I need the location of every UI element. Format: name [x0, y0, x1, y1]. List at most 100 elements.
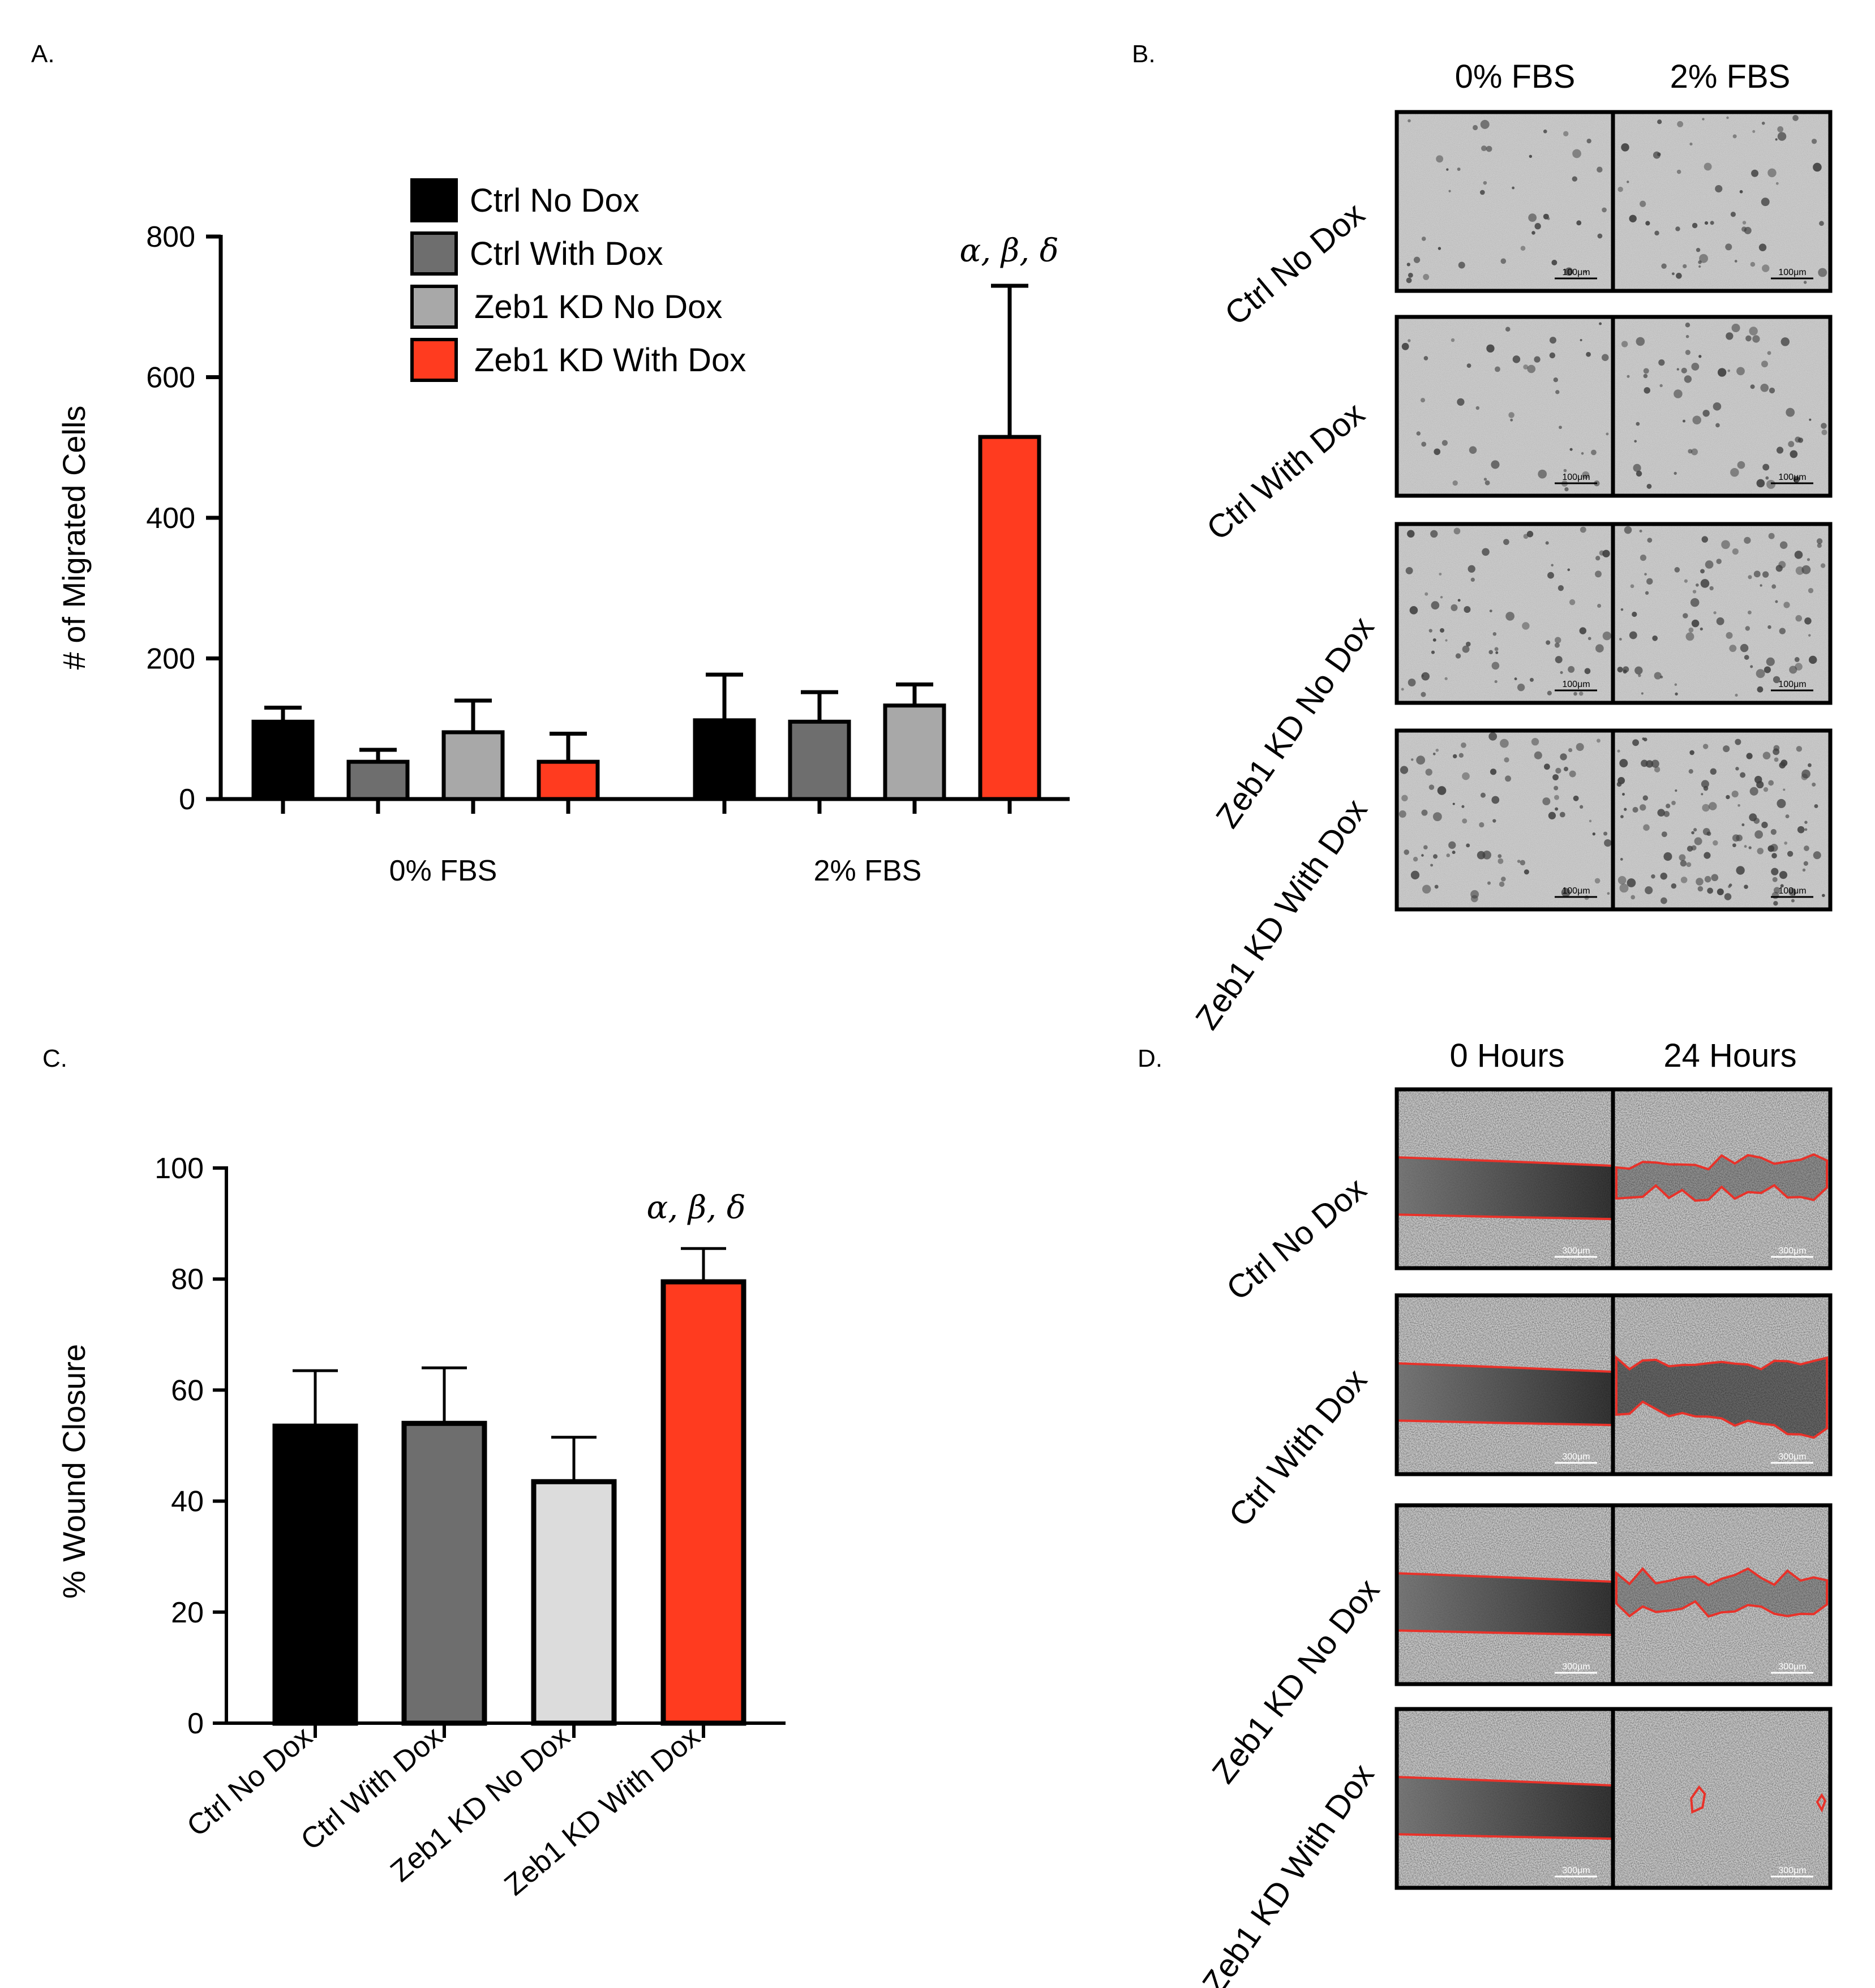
migrated-cell	[1771, 584, 1777, 589]
migrated-cell	[1787, 851, 1794, 857]
migrated-cell	[1572, 149, 1581, 158]
bars	[272, 1247, 746, 1738]
migrated-cell	[1661, 897, 1667, 904]
migrated-cell	[1771, 853, 1777, 858]
migrated-cell	[1749, 327, 1758, 336]
migrated-cell	[1480, 792, 1486, 798]
migrated-cell	[1563, 766, 1569, 771]
migrated-cell	[1793, 476, 1800, 483]
migrated-cell	[1630, 584, 1634, 589]
migrated-cell	[1671, 883, 1677, 889]
migrated-cell	[1779, 871, 1788, 879]
migrated-cell	[1405, 566, 1413, 574]
migrated-cell	[1808, 655, 1817, 664]
migrated-cell	[1624, 526, 1632, 534]
bar-ctrl-no-dox-0-fbs	[251, 719, 315, 801]
migrated-cell	[1784, 841, 1788, 845]
migrated-cell	[1494, 647, 1499, 651]
migrated-cell	[1491, 796, 1500, 804]
bar-ctrl-with-dox	[401, 1420, 487, 1726]
migrated-cell	[1700, 627, 1703, 631]
migrated-cell	[1479, 822, 1484, 828]
migrated-cell	[1425, 592, 1428, 596]
migrated-cell	[1549, 352, 1556, 359]
scratch-frame	[1611, 1293, 1833, 1476]
migrated-cell	[1780, 337, 1790, 346]
migrated-cell	[1489, 609, 1492, 613]
migrated-cell	[1748, 846, 1752, 849]
migrated-cell	[1555, 807, 1559, 811]
migrated-cell	[1809, 418, 1812, 421]
migrated-cell	[1568, 748, 1573, 753]
migrated-cell	[1699, 254, 1709, 263]
migrated-cell	[1727, 369, 1731, 372]
migrated-cell	[1726, 332, 1734, 340]
micrograph-frame	[1611, 110, 1833, 293]
scratch-tile: 300μm	[1395, 1087, 1616, 1270]
migrated-cell	[1675, 226, 1680, 231]
migrated-cell	[1634, 666, 1643, 675]
migrated-cell	[1501, 877, 1506, 882]
migrated-cell	[1804, 617, 1812, 625]
migrated-cell	[1421, 237, 1426, 241]
migrated-cell	[1573, 795, 1579, 801]
migrated-cell	[1545, 541, 1549, 545]
migrated-cell	[1726, 795, 1730, 800]
micrograph-texture	[1397, 112, 1614, 291]
migrated-cell	[1735, 738, 1741, 745]
migrated-cell	[1413, 256, 1421, 263]
migrated-cell	[1708, 802, 1717, 810]
wound-edge-outline	[1396, 1362, 1615, 1373]
migrated-cell	[1696, 878, 1704, 886]
migrated-cell	[1713, 611, 1717, 615]
migrated-cell	[1517, 860, 1521, 863]
bar-zeb1-kd-no-dox	[531, 1479, 617, 1726]
migrated-cell	[1398, 810, 1406, 818]
migrated-cell	[1401, 342, 1409, 350]
migrated-cell	[1446, 853, 1451, 857]
migrated-cell	[1452, 802, 1455, 805]
migrated-cell	[1527, 364, 1536, 373]
scratch-tile: 300μm	[1611, 1503, 1833, 1686]
migrated-cell	[1568, 665, 1575, 673]
scratch-frame	[1611, 1707, 1833, 1890]
migrated-cell	[1762, 264, 1770, 272]
migrated-cell	[1534, 356, 1541, 363]
y-tick-label: 100	[155, 1152, 204, 1185]
migrated-cell	[1704, 852, 1711, 859]
migrated-cell	[1710, 221, 1714, 225]
migrated-cell	[1586, 138, 1591, 144]
migrated-cell	[1808, 587, 1814, 594]
migrated-cell	[1760, 584, 1762, 587]
migrated-cell	[1547, 572, 1554, 579]
migrated-cell	[1820, 563, 1826, 568]
y-tick-label: 0	[179, 783, 195, 816]
migrated-cell	[1579, 627, 1587, 634]
migrated-cell	[1674, 389, 1683, 398]
migrated-cell	[1520, 246, 1526, 251]
migrated-cell	[1461, 742, 1466, 748]
migrated-cell	[1726, 632, 1733, 639]
migrated-cell	[1691, 831, 1694, 835]
migrated-cell	[1696, 248, 1701, 252]
migrated-cell	[1760, 383, 1769, 392]
migrated-cell	[1560, 671, 1563, 675]
migrated-cell	[1716, 617, 1724, 625]
migrated-cell	[1591, 449, 1597, 456]
migrated-cell	[1451, 338, 1455, 342]
migrated-cell	[1428, 784, 1435, 790]
migrated-cell	[1595, 570, 1602, 578]
migrated-cell	[1685, 632, 1694, 641]
migrated-cell	[1595, 644, 1604, 653]
migrated-cell	[1452, 480, 1458, 486]
migrated-cell	[1700, 579, 1710, 588]
migrated-cell	[1684, 579, 1688, 583]
legend-swatch-ctrl-with-dox	[410, 231, 458, 276]
migrated-cell	[1558, 585, 1564, 591]
migrated-cell	[1633, 463, 1641, 472]
migrated-cell	[1775, 138, 1778, 141]
migrated-cell	[1561, 888, 1571, 898]
migrated-cell	[1766, 479, 1776, 489]
migrated-cell	[1752, 130, 1756, 133]
migrated-cell	[1421, 854, 1424, 857]
